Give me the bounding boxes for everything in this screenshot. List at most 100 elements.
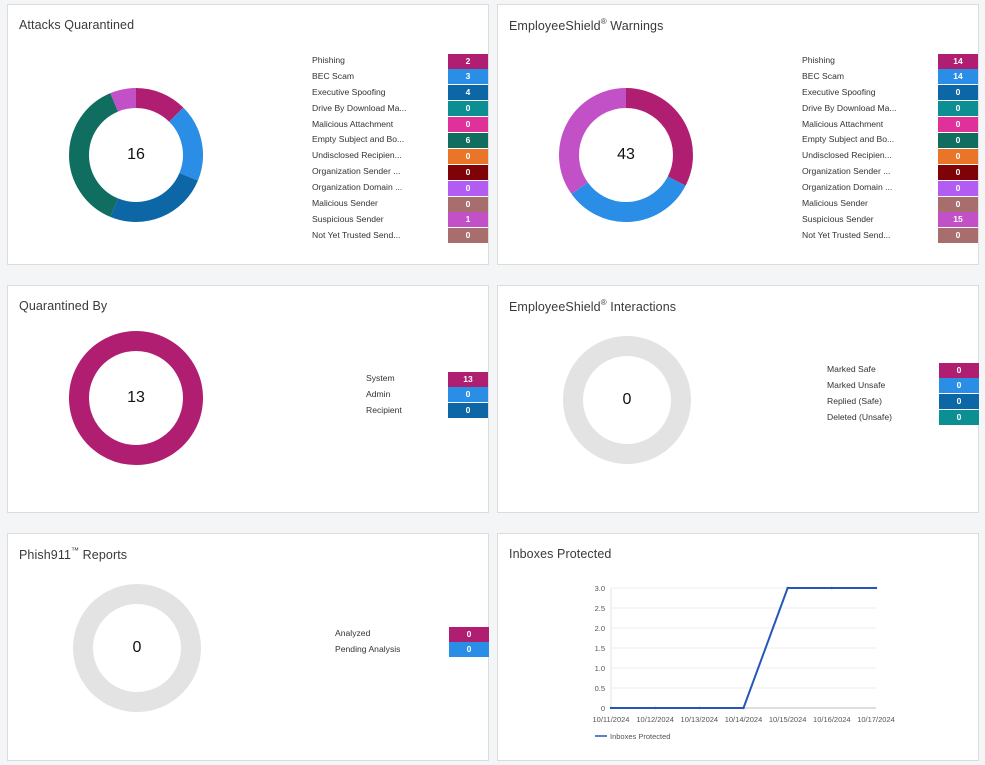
legend-label: Suspicious Sender [802, 213, 874, 224]
donut-segment-suspicious-sender[interactable] [559, 88, 627, 194]
trademark-mark: ™ [71, 546, 80, 555]
data-point[interactable] [786, 586, 789, 590]
legend-item[interactable]: Analyzed 0 [335, 626, 489, 642]
legend-item[interactable]: Phishing 2 [312, 53, 488, 69]
legend-item[interactable]: Not Yet Trusted Send... 0 [312, 228, 488, 244]
donut-chart[interactable] [563, 336, 691, 464]
x-tick-label: 10/12/2024 [636, 715, 674, 724]
legend-item[interactable]: BEC Scam 3 [312, 69, 488, 85]
donut-chart[interactable] [69, 331, 203, 465]
legend-value-badge: 14 [938, 53, 978, 69]
legend-item[interactable]: Malicious Sender 0 [312, 196, 488, 212]
card-title-suffix: Warnings [606, 19, 664, 34]
legend-value-badge: 0 [448, 117, 488, 133]
legend-value-badge: 2 [448, 53, 488, 69]
data-point[interactable] [830, 586, 834, 590]
legend-value-badge: 0 [938, 148, 978, 164]
donut-chart[interactable] [69, 88, 203, 222]
legend-label: BEC Scam [312, 70, 355, 81]
y-tick-label: 3.0 [595, 584, 605, 593]
legend-value-badge: 0 [448, 164, 488, 180]
legend-value-badge: 0 [449, 642, 489, 658]
employeeshield-warnings-card: EmployeeShield® Warnings 43 Phishing 14 BE… [497, 4, 979, 265]
donut-segment-bec-scam[interactable] [168, 107, 203, 181]
card-title: EmployeeShield® Warnings [509, 17, 664, 34]
employeeshield-interactions-card: EmployeeShield® Interactions 0 Marked Sa… [497, 285, 979, 513]
y-tick-label: 0 [601, 704, 605, 713]
legend-item[interactable]: Undisclosed Recipien... 0 [312, 148, 488, 164]
legend-item[interactable]: Phishing 14 [802, 53, 978, 69]
warnings-donut[interactable]: 43 [559, 88, 693, 222]
legend-item[interactable]: Organization Sender ... 0 [802, 164, 978, 180]
data-point[interactable] [653, 706, 657, 710]
legend-label: Executive Spoofing [802, 86, 876, 97]
registered-mark: ® [600, 17, 607, 26]
legend-label: Pending Analysis [335, 643, 401, 654]
legend-label: BEC Scam [802, 70, 845, 81]
data-point[interactable] [609, 706, 613, 710]
donut-segment-system[interactable] [69, 331, 203, 465]
legend-label: Deleted (Unsafe) [827, 411, 892, 422]
donut-segment-executive-spoofing[interactable] [110, 172, 198, 222]
donut-segment-suspicious-sender[interactable] [110, 88, 137, 112]
legend-value-badge: 0 [938, 85, 978, 101]
legend-label: Drive By Download Ma... [802, 102, 897, 113]
legend-item[interactable]: Marked Safe 0 [827, 362, 979, 378]
phish911-donut[interactable]: 0 [73, 584, 201, 712]
legend-item[interactable]: Pending Analysis 0 [335, 642, 489, 658]
data-point[interactable] [742, 706, 745, 710]
legend-value-badge: 0 [938, 164, 978, 180]
legend-value-badge: 0 [938, 196, 978, 212]
legend-item[interactable]: Not Yet Trusted Send... 0 [802, 228, 978, 244]
card-title-suffix: Interactions [606, 300, 677, 315]
interactions-donut[interactable]: 0 [563, 336, 691, 464]
legend-value-badge: 0 [939, 362, 979, 378]
legend-item[interactable]: Replied (Safe) 0 [827, 394, 979, 410]
legend-item[interactable]: Suspicious Sender 1 [312, 212, 488, 228]
donut-segment-phishing[interactable] [135, 88, 184, 123]
legend-item[interactable]: Empty Subject and Bo... 0 [802, 132, 978, 148]
legend-item[interactable]: Malicious Attachment 0 [802, 117, 978, 133]
legend-item[interactable]: Deleted (Unsafe) 0 [827, 410, 979, 426]
card-title: Phish911™ Reports [19, 546, 128, 563]
legend-item[interactable]: Organization Domain ... 0 [312, 180, 488, 196]
legend-item[interactable]: Admin 0 [366, 387, 488, 403]
x-tick-label: 10/14/2024 [725, 715, 763, 724]
legend-item[interactable]: System 13 [366, 371, 488, 387]
legend-item[interactable]: BEC Scam 14 [802, 69, 978, 85]
donut-chart[interactable] [73, 584, 201, 712]
card-title-suffix: Reports [79, 548, 128, 563]
legend-value-badge: 3 [448, 69, 488, 85]
attacks-donut[interactable]: 16 [69, 88, 203, 222]
legend-value-badge: 6 [448, 132, 488, 148]
legend-label: Replied (Safe) [827, 395, 882, 406]
inboxes-line-chart[interactable]: 0 0.5 1.0 1.5 2.0 2.5 3.0 10/11/2024 10/12/2024 1… [498, 534, 978, 760]
legend-item[interactable]: Undisclosed Recipien... 0 [802, 148, 978, 164]
data-point[interactable] [874, 586, 878, 590]
legend-value-badge: 0 [938, 117, 978, 133]
legend-item[interactable]: Suspicious Sender 15 [802, 212, 978, 228]
legend-item[interactable]: Malicious Sender 0 [802, 196, 978, 212]
legend-item[interactable]: Organization Sender ... 0 [312, 164, 488, 180]
legend-item[interactable]: Executive Spoofing 0 [802, 85, 978, 101]
legend-label: Organization Domain ... [312, 182, 403, 193]
phish911-legend: Analyzed 0 Pending Analysis 0 [335, 626, 489, 658]
legend-item[interactable]: Malicious Attachment 0 [312, 117, 488, 133]
legend-item[interactable]: Organization Domain ... 0 [802, 180, 978, 196]
legend-value-badge: 13 [448, 371, 488, 387]
donut-chart[interactable] [559, 88, 693, 222]
data-point[interactable] [698, 706, 701, 710]
legend-item[interactable]: Marked Unsafe 0 [827, 378, 979, 394]
quarantined-by-donut[interactable]: 13 [69, 331, 203, 465]
donut-segment-phishing[interactable] [625, 88, 693, 186]
legend-item[interactable]: Empty Subject and Bo... 6 [312, 132, 488, 148]
legend-item[interactable]: Recipient 0 [366, 403, 488, 419]
legend-item[interactable]: Drive By Download Ma... 0 [312, 101, 488, 117]
donut-segment-empty-subject-and-bo[interactable] [69, 93, 119, 217]
donut-segment-bec-scam[interactable] [571, 176, 686, 222]
legend-item[interactable]: Executive Spoofing 4 [312, 85, 488, 101]
quarantined-by-card: Quarantined By 13 System 13 Admin 0 Recipien… [7, 285, 489, 513]
donut-total: 16 [127, 146, 145, 163]
legend-item[interactable]: Drive By Download Ma... 0 [802, 101, 978, 117]
card-title: Inboxes Protected [509, 547, 612, 561]
